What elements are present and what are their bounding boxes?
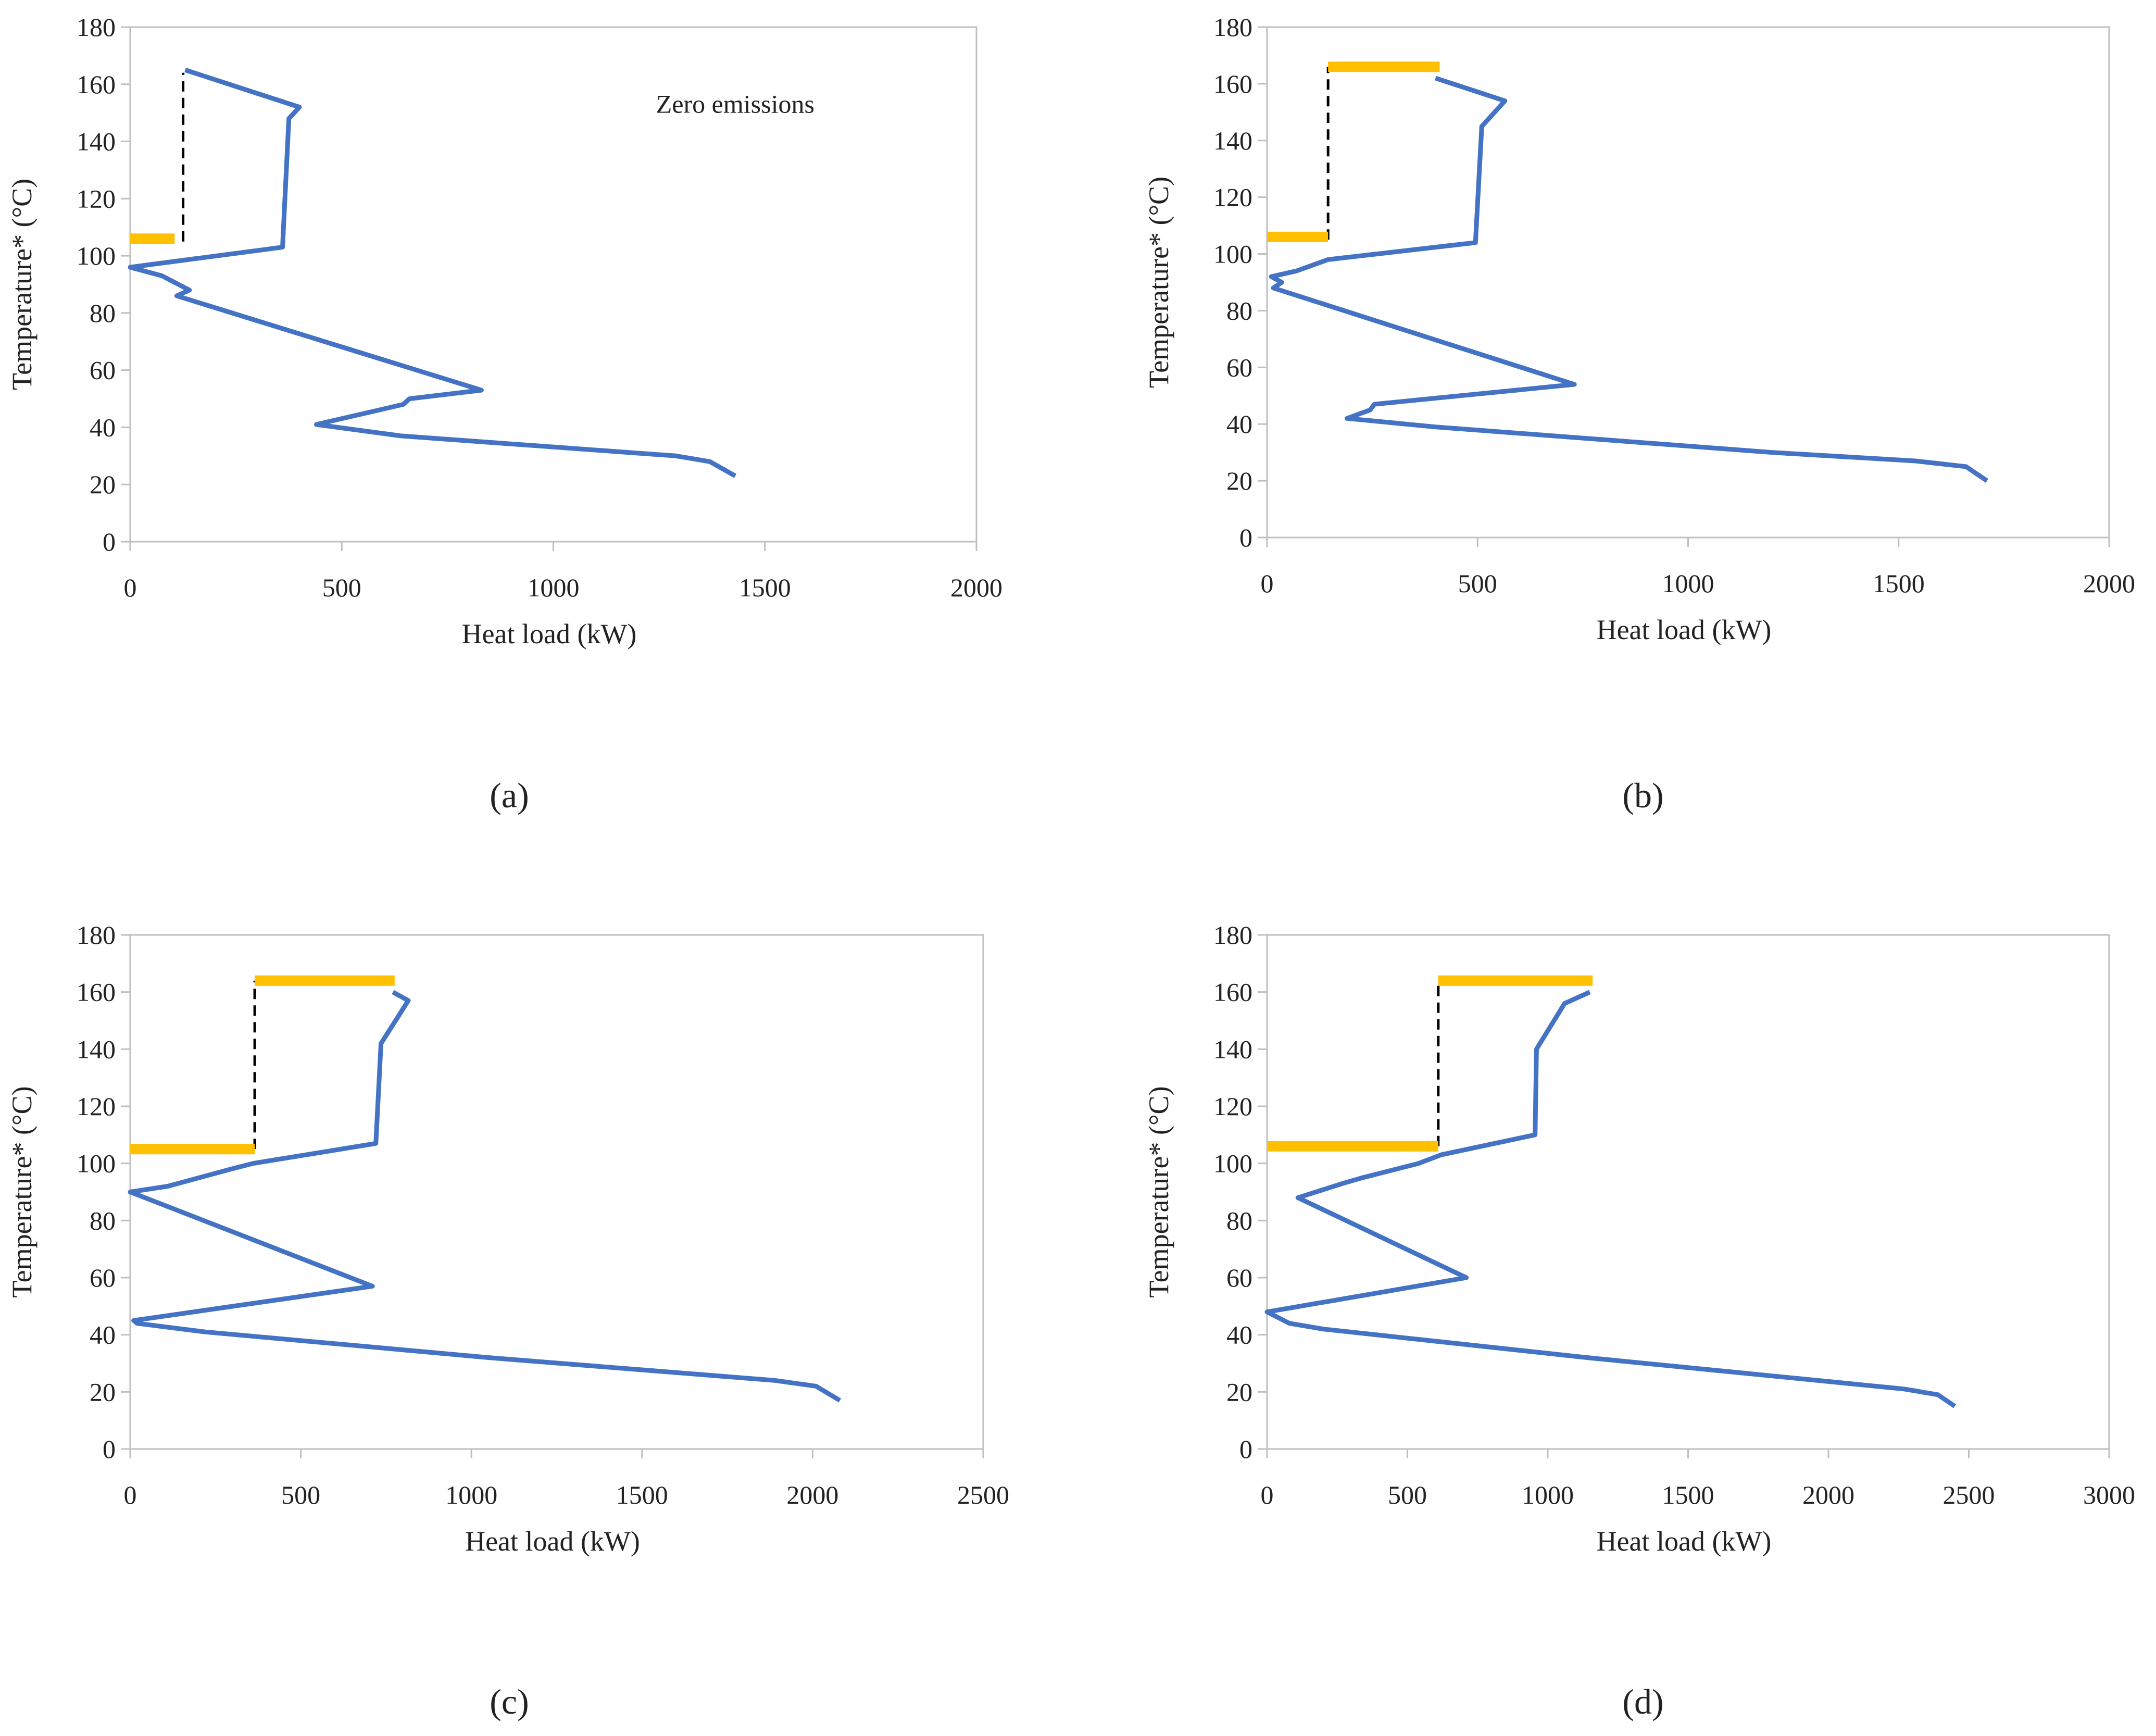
- y-tick-label: 180: [1213, 13, 1252, 42]
- y-tick-label: 180: [77, 13, 116, 42]
- x-tick-label: 1500: [739, 573, 791, 602]
- y-axis-title: Temperature* (°C): [1143, 1086, 1174, 1297]
- y-tick-label: 100: [77, 241, 116, 270]
- x-tick-label: 2500: [1943, 1480, 1995, 1509]
- y-tick-label: 20: [1226, 466, 1252, 495]
- x-tick-label: 2000: [950, 573, 1002, 602]
- y-tick-label: 0: [1239, 1434, 1252, 1464]
- y-tick-label: 0: [1239, 523, 1252, 552]
- x-tick-label: 1000: [1662, 569, 1714, 598]
- y-tick-label: 160: [1213, 978, 1252, 1007]
- panel-caption: (a): [490, 776, 529, 815]
- x-tick-label: 1000: [445, 1480, 497, 1509]
- x-tick-label: 3000: [2083, 1480, 2135, 1509]
- plot-frame: [129, 26, 977, 543]
- y-tick-label: 40: [1226, 1320, 1252, 1350]
- x-tick-label: 500: [322, 573, 361, 602]
- panel-caption: (c): [490, 1682, 529, 1721]
- y-tick-label: 140: [1213, 126, 1252, 155]
- y-tick-label: 160: [77, 70, 116, 99]
- y-tick-label: 120: [1213, 1092, 1252, 1121]
- x-tick-label: 2000: [2083, 569, 2135, 598]
- grand-composite-curve: [1269, 76, 1989, 483]
- y-tick-label: 120: [1213, 183, 1252, 212]
- x-tick-label: 0: [1261, 1480, 1274, 1509]
- x-tick-label: 1000: [528, 573, 580, 602]
- x-tick-label: 500: [1458, 569, 1497, 598]
- y-tick-label: 180: [77, 920, 116, 950]
- x-axis-title: Heat load (kW): [462, 618, 637, 650]
- y-tick-label: 60: [1226, 353, 1252, 382]
- y-axis-title: Temperature* (°C): [6, 1086, 37, 1297]
- x-tick-label: 1500: [1873, 569, 1925, 598]
- y-tick-label: 140: [77, 127, 116, 156]
- y-tick-label: 0: [103, 1434, 116, 1464]
- grand-composite-curve: [128, 990, 842, 1403]
- x-tick-label: 1500: [616, 1480, 668, 1509]
- y-tick-label: 40: [1226, 409, 1252, 439]
- y-axis-title: Temperature* (°C): [1143, 177, 1174, 388]
- x-axis-title: Heat load (kW): [1597, 1526, 1772, 1557]
- zero-emissions-annotation: Zero emissions: [656, 90, 814, 119]
- y-tick-label: 160: [77, 978, 116, 1007]
- y-tick-label: 60: [1226, 1263, 1252, 1292]
- y-tick-label: 180: [1213, 920, 1252, 950]
- y-tick-label: 100: [1213, 240, 1252, 269]
- y-tick-label: 140: [77, 1034, 116, 1064]
- grand-composite-curve: [128, 68, 737, 478]
- x-tick-label: 0: [1261, 569, 1274, 598]
- y-tick-label: 140: [1213, 1034, 1252, 1064]
- x-tick-label: 1000: [1522, 1480, 1574, 1509]
- y-tick-label: 100: [77, 1149, 116, 1178]
- y-tick-label: 60: [90, 1263, 116, 1292]
- y-tick-label: 100: [1213, 1149, 1252, 1178]
- y-tick-label: 80: [90, 1206, 116, 1235]
- x-tick-label: 2000: [786, 1480, 838, 1509]
- panel-c: 0 20 40 60 80 100 120 140 160 180 0 500 1000 1500 2000…: [6, 920, 1009, 1721]
- y-tick-label: 160: [1213, 69, 1252, 98]
- grand-composite-curve: [1264, 990, 1957, 1408]
- x-tick-label: 2500: [957, 1480, 1009, 1509]
- y-tick-label: 20: [1226, 1377, 1252, 1406]
- y-tick-label: 0: [103, 527, 116, 556]
- y-tick-label: 20: [90, 470, 116, 499]
- y-tick-label: 80: [90, 298, 116, 328]
- y-tick-label: 120: [77, 1092, 116, 1121]
- x-tick-label: 500: [1388, 1480, 1427, 1509]
- y-tick-label: 60: [90, 356, 116, 385]
- panel-b: 0 20 40 60 80 100 120 140 160 180 0 500 1000 1500 2000…: [1143, 13, 2135, 815]
- plot-frame: [129, 934, 984, 1450]
- y-tick-label: 120: [77, 184, 116, 213]
- y-tick-label: 80: [1226, 1206, 1252, 1235]
- y-tick-label: 40: [90, 413, 116, 442]
- y-tick-label: 40: [90, 1320, 116, 1350]
- plot-frame: [1266, 26, 2110, 539]
- x-tick-label: 500: [281, 1480, 320, 1509]
- panel-caption: (d): [1622, 1682, 1663, 1721]
- y-axis-title: Temperature* (°C): [6, 179, 37, 390]
- x-axis-title: Heat load (kW): [465, 1526, 640, 1557]
- panel-d: 0 20 40 60 80 100 120 140 160 180 0 500 1000 1500 2000…: [1143, 920, 2135, 1721]
- plot-frame: [1266, 934, 2110, 1450]
- x-tick-label: 0: [124, 1480, 137, 1509]
- panel-a: 0 20 40 60 80 100 120 140 160 180 0 500 1000 1500 2000…: [6, 13, 1002, 815]
- x-axis-title: Heat load (kW): [1597, 614, 1772, 645]
- y-tick-label: 20: [90, 1377, 116, 1406]
- x-tick-label: 0: [124, 573, 137, 602]
- panel-caption: (b): [1622, 776, 1663, 815]
- y-tick-label: 80: [1226, 296, 1252, 325]
- x-tick-label: 2000: [1802, 1480, 1854, 1509]
- x-tick-label: 1500: [1662, 1480, 1714, 1509]
